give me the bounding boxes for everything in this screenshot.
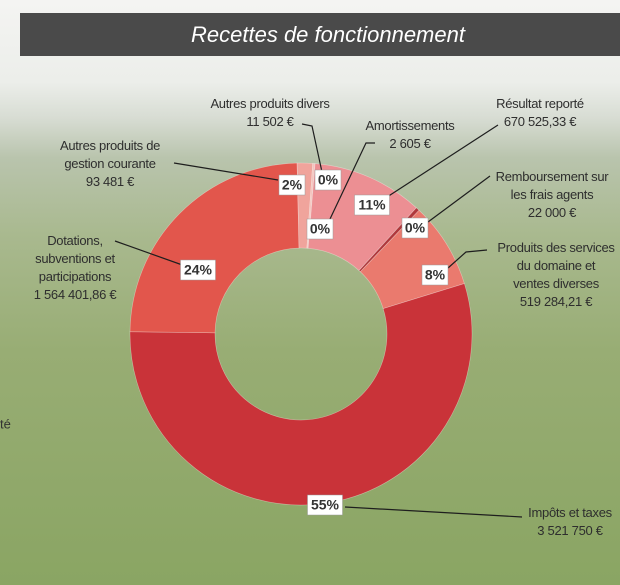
value-label: 11 502 € xyxy=(246,114,294,129)
slice-label: Produits des services du domaine et vent… xyxy=(497,239,615,311)
percent-label: 24% xyxy=(184,262,213,278)
slice-label: Autres produits divers 11 502 € xyxy=(210,95,329,131)
donut-slice xyxy=(307,163,417,271)
percent-box xyxy=(278,174,306,196)
slice-label: Résultat reporté 670 525,33 € xyxy=(496,95,584,131)
category-label: Résultat reporté xyxy=(496,96,584,111)
value-label: 93 481 € xyxy=(85,174,135,189)
percent-label: 0% xyxy=(318,172,339,188)
leader-line xyxy=(344,506,523,518)
partial-label: té xyxy=(0,416,11,431)
leader-line xyxy=(173,162,279,181)
leader-line xyxy=(329,142,375,220)
percent-label: 55% xyxy=(311,497,340,513)
value-label: 670 525,33 € xyxy=(503,114,577,129)
percent-label: 0% xyxy=(310,221,331,237)
leader-line xyxy=(383,124,499,200)
value-label: 22 000 € xyxy=(527,205,577,220)
percent-box xyxy=(421,264,449,286)
category-label: Dotations, subventions et participations xyxy=(35,233,115,284)
percent-box xyxy=(306,218,334,240)
category-label: Remboursement sur les frais agents xyxy=(495,169,609,202)
percent-box xyxy=(354,194,390,216)
leader-line xyxy=(301,123,323,173)
category-label: Autres produits divers xyxy=(210,96,330,111)
leader-line xyxy=(114,240,189,268)
value-label: 519 284,21 € xyxy=(519,294,593,309)
percent-box xyxy=(314,169,342,191)
chart-title: Recettes de fonctionnement xyxy=(191,22,466,47)
value-label: 3 521 750 € xyxy=(537,523,603,538)
leader-line xyxy=(427,175,491,223)
category-label: Amortissements xyxy=(365,118,455,133)
title-bar xyxy=(20,13,620,56)
slice-label: Remboursement sur les frais agents 22 000… xyxy=(496,168,609,222)
slice-label: Amortissements 2 605 € xyxy=(366,117,455,153)
value-label: 2 605 € xyxy=(389,136,431,151)
percent-box xyxy=(307,494,343,516)
category-label: Produits des services du domaine et vent… xyxy=(497,240,615,291)
slice-label: Impôts et taxes 3 521 750 € xyxy=(528,504,612,540)
slice-label: Dotations, subventions et participations… xyxy=(34,232,117,304)
percent-label: 2% xyxy=(282,177,303,193)
donut-slice xyxy=(129,283,473,506)
category-label: Impôts et taxes xyxy=(528,505,612,520)
value-label: 1 564 401,86 € xyxy=(33,287,117,302)
category-label: Autres produits de gestion courante xyxy=(59,138,161,171)
donut-slice xyxy=(129,162,300,334)
percent-label: 8% xyxy=(425,267,446,283)
slice-label: Autres produits de gestion courante 93 48… xyxy=(60,137,160,191)
percent-box xyxy=(401,217,429,239)
percent-box xyxy=(180,259,216,281)
percent-label: 11% xyxy=(358,197,386,213)
leader-line xyxy=(447,249,488,269)
percent-label: 0% xyxy=(405,220,426,236)
